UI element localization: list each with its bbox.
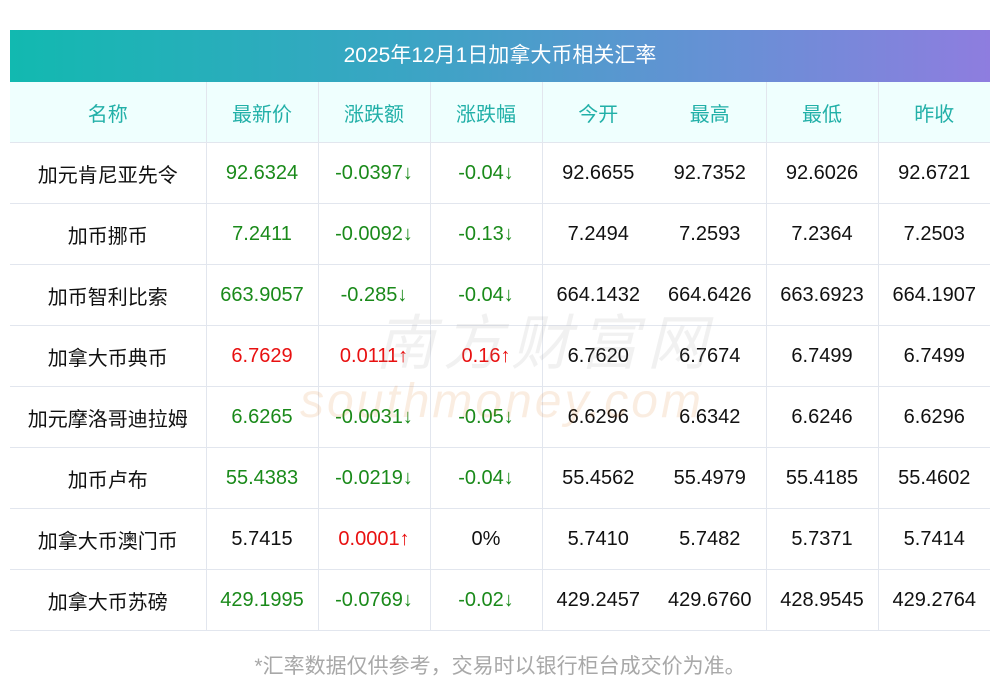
cell-prev-close: 7.2503 [877, 203, 990, 265]
header-change: 涨跌额 [317, 82, 430, 143]
cell-change: -0.0031↓ [317, 386, 430, 448]
cell-change-pct: 0% [429, 508, 542, 570]
cell-latest-price: 6.6265 [205, 386, 318, 448]
cell-open: 429.2457 [541, 569, 654, 631]
header-latest-price: 最新价 [205, 82, 318, 143]
cell-name: 加币卢布 [10, 447, 206, 509]
cell-high: 6.7674 [654, 325, 766, 387]
table-row: 加拿大币苏磅 429.1995 -0.0769↓ -0.02↓ 429.2457 429.… [10, 569, 990, 631]
cell-prev-close: 6.6296 [877, 386, 990, 448]
table-row: 加拿大币典币 6.7629 0.0111↑ 0.16↑ 6.7620 6.7674 6.74… [10, 325, 990, 387]
cell-change-pct: -0.04↓ [429, 142, 542, 204]
header-change-pct: 涨跌幅 [429, 82, 542, 143]
cell-latest-price: 7.2411 [205, 203, 318, 265]
cell-change: -0.0769↓ [317, 569, 430, 631]
cell-latest-price: 663.9057 [205, 264, 318, 326]
cell-name: 加币智利比索 [10, 264, 206, 326]
cell-latest-price: 429.1995 [205, 569, 318, 631]
cell-change: 0.0001↑ [317, 508, 430, 570]
cell-low: 92.6026 [765, 142, 878, 204]
cell-low: 5.7371 [765, 508, 878, 570]
cell-change: 0.0111↑ [317, 325, 430, 387]
header-row: 名称 最新价 涨跌额 涨跌幅 今开 最高 最低 昨收 [10, 82, 990, 143]
cell-name: 加拿大币澳门币 [10, 508, 206, 570]
cell-latest-price: 5.7415 [205, 508, 318, 570]
table-row: 加元肯尼亚先令 92.6324 -0.0397↓ -0.04↓ 92.6655 92.73… [10, 142, 990, 204]
cell-prev-close: 664.1907 [877, 264, 990, 326]
header-low: 最低 [765, 82, 878, 143]
cell-change-pct: -0.05↓ [429, 386, 542, 448]
cell-open: 664.1432 [541, 264, 654, 326]
cell-change-pct: 0.16↑ [429, 325, 542, 387]
cell-high: 664.6426 [654, 264, 766, 326]
cell-name: 加拿大币苏磅 [10, 569, 206, 631]
cell-low: 663.6923 [765, 264, 878, 326]
cell-change-pct: -0.04↓ [429, 264, 542, 326]
cell-open: 92.6655 [541, 142, 654, 204]
cell-change: -0.0397↓ [317, 142, 430, 204]
cell-prev-close: 5.7414 [877, 508, 990, 570]
cell-high: 7.2593 [654, 203, 766, 265]
cell-prev-close: 429.2764 [877, 569, 990, 631]
header-high: 最高 [654, 82, 766, 143]
disclaimer-note: *汇率数据仅供参考，交易时以银行柜台成交价为准。 [254, 655, 746, 678]
cell-high: 5.7482 [654, 508, 766, 570]
cell-prev-close: 6.7499 [877, 325, 990, 387]
cell-name: 加币挪币 [10, 203, 206, 265]
table-row: 加币卢布 55.4383 -0.0219↓ -0.04↓ 55.4562 55.4979 5… [10, 447, 990, 509]
cell-open: 7.2494 [541, 203, 654, 265]
cell-high: 92.7352 [654, 142, 766, 204]
cell-latest-price: 6.7629 [205, 325, 318, 387]
cell-change-pct: -0.13↓ [429, 203, 542, 265]
cell-change-pct: -0.04↓ [429, 447, 542, 509]
cell-high: 55.4979 [654, 447, 766, 509]
header-open: 今开 [541, 82, 654, 143]
cell-high: 6.6342 [654, 386, 766, 448]
cell-low: 6.7499 [765, 325, 878, 387]
cell-open: 6.7620 [541, 325, 654, 387]
cell-high: 429.6760 [654, 569, 766, 631]
table-title: 2025年12月1日加拿大币相关汇率 [10, 30, 990, 82]
table-row: 加元摩洛哥迪拉姆 6.6265 -0.0031↓ -0.05↓ 6.6296 6.6342… [10, 386, 990, 448]
table-row: 加币智利比索 663.9057 -0.285↓ -0.04↓ 664.1432 664.6… [10, 264, 990, 326]
cell-low: 6.6246 [765, 386, 878, 448]
cell-low: 55.4185 [765, 447, 878, 509]
cell-name: 加元摩洛哥迪拉姆 [10, 386, 206, 448]
cell-change: -0.285↓ [317, 264, 430, 326]
rate-table: 名称 最新价 涨跌额 涨跌幅 今开 最高 最低 昨收 加元肯尼亚先令 92.6324 -0.039… [10, 82, 990, 631]
cell-open: 5.7410 [541, 508, 654, 570]
cell-latest-price: 92.6324 [205, 142, 318, 204]
cell-name: 加拿大币典币 [10, 325, 206, 387]
cell-open: 6.6296 [541, 386, 654, 448]
table-row: 加币挪币 7.2411 -0.0092↓ -0.13↓ 7.2494 7.2593 7.23… [10, 203, 990, 265]
cell-prev-close: 55.4602 [877, 447, 990, 509]
cell-low: 7.2364 [765, 203, 878, 265]
header-name: 名称 [10, 82, 206, 143]
cell-name: 加元肯尼亚先令 [10, 142, 206, 204]
cell-low: 428.9545 [765, 569, 878, 631]
cell-latest-price: 55.4383 [205, 447, 318, 509]
cell-change: -0.0092↓ [317, 203, 430, 265]
cell-prev-close: 92.6721 [877, 142, 990, 204]
table-row: 加拿大币澳门币 5.7415 0.0001↑ 0% 5.7410 5.7482 5.7371… [10, 508, 990, 570]
header-prev-close: 昨收 [877, 82, 990, 143]
rate-table-container: 2025年12月1日加拿大币相关汇率 名称 最新价 涨跌额 涨跌幅 今开 最高 最低 昨收 加… [10, 30, 990, 631]
cell-change-pct: -0.02↓ [429, 569, 542, 631]
cell-open: 55.4562 [541, 447, 654, 509]
cell-change: -0.0219↓ [317, 447, 430, 509]
